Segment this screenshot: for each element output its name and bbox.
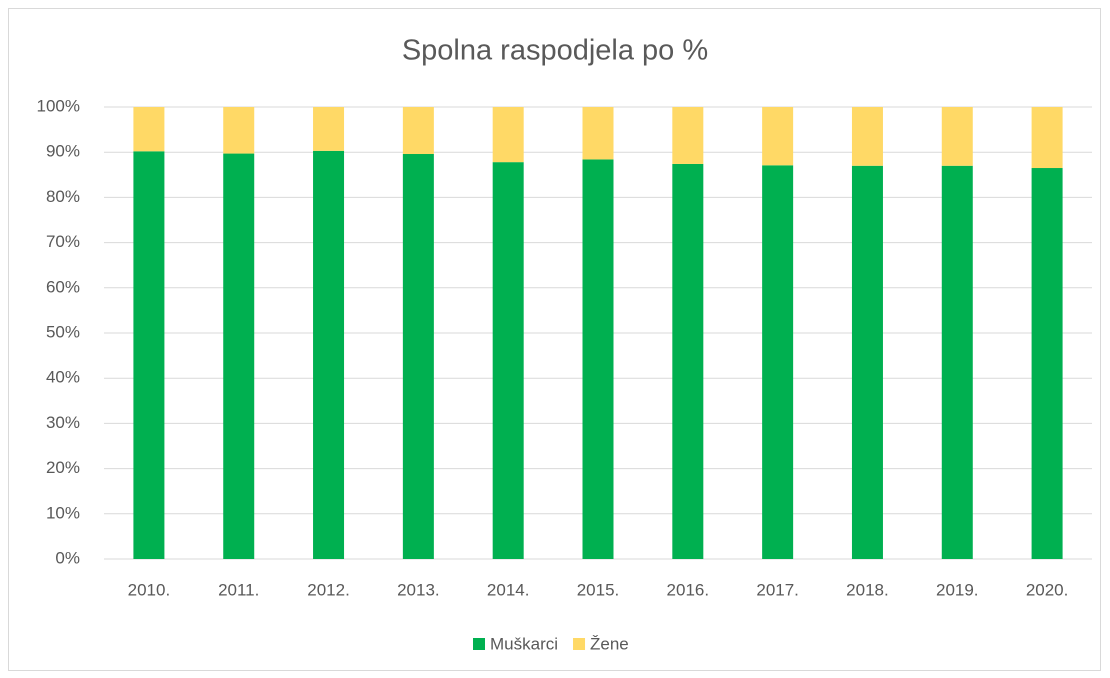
y-tick-label: 70% — [46, 232, 80, 251]
bar-segment — [133, 107, 165, 152]
bar-segment — [223, 107, 255, 154]
bar-segment — [672, 163, 704, 559]
bar-segment — [133, 151, 165, 559]
bar-segment — [402, 107, 434, 155]
x-tick-label: 2013. — [397, 580, 440, 599]
bar-segment — [582, 107, 614, 160]
x-tick-label: 2012. — [307, 580, 350, 599]
chart-border — [8, 8, 1101, 671]
x-tick-label: 2017. — [756, 580, 799, 599]
y-tick-label: 0% — [55, 548, 80, 567]
bar-segment — [672, 107, 704, 164]
y-tick-label: 50% — [46, 322, 80, 341]
bar-segment — [941, 165, 973, 559]
legend-label: Žene — [590, 634, 629, 653]
x-tick-label: 2014. — [487, 580, 530, 599]
bar-segment — [313, 150, 345, 559]
y-tick-label: 80% — [46, 187, 80, 206]
bar-segment — [762, 165, 794, 560]
bar-segment — [851, 107, 883, 166]
bar-segment — [492, 162, 524, 560]
x-tick-label: 2011. — [218, 580, 259, 599]
y-tick-label: 30% — [46, 413, 80, 432]
y-tick-label: 90% — [46, 142, 80, 161]
x-tick-label: 2020. — [1026, 580, 1069, 599]
bar-segment — [1031, 168, 1063, 559]
bar-segment — [1031, 107, 1063, 169]
legend-swatch — [473, 638, 485, 650]
y-tick-label: 40% — [46, 368, 80, 387]
bar-segment — [941, 107, 973, 166]
bar-segment — [851, 165, 883, 559]
bar-segment — [492, 107, 524, 163]
x-tick-label: 2010. — [128, 580, 171, 599]
y-tick-label: 10% — [46, 503, 80, 522]
legend-label: Muškarci — [490, 634, 558, 653]
y-tick-label: 20% — [46, 458, 80, 477]
legend-swatch — [573, 638, 586, 650]
x-tick-label: 2018. — [846, 580, 889, 599]
bar-segment — [582, 159, 614, 559]
y-tick-label: 60% — [46, 277, 80, 296]
bar-segment — [223, 153, 255, 559]
x-tick-label: 2019. — [936, 580, 979, 599]
x-tick-label: 2016. — [667, 580, 710, 599]
x-tick-label: 2015. — [577, 580, 620, 599]
bar-segment — [762, 107, 794, 166]
chart-title: Spolna raspodjela po % — [402, 35, 708, 67]
y-tick-label: 100% — [37, 96, 80, 115]
bar-segment — [313, 107, 345, 151]
bar-segment — [402, 154, 434, 559]
